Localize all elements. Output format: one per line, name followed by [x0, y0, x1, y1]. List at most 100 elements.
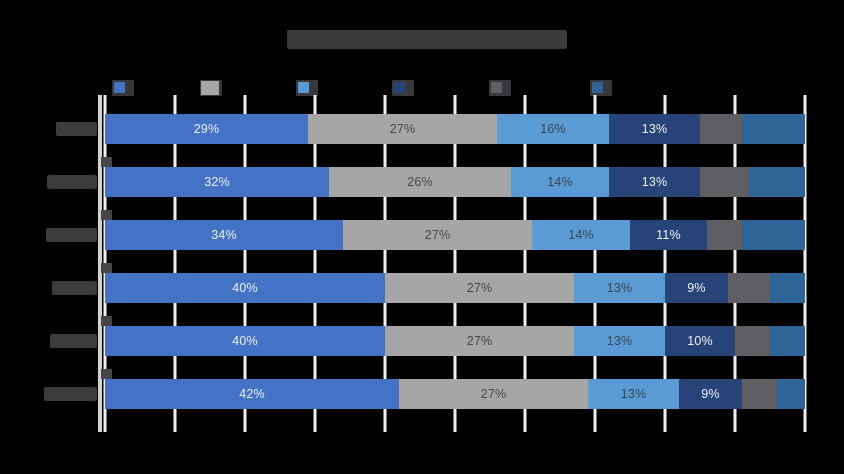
legend-item — [392, 80, 414, 96]
bar-segment-label: 13% — [641, 122, 668, 136]
stacked-bar: 29% 27% 16% 13% — [105, 114, 805, 144]
legend-marker-icon — [592, 82, 603, 93]
bar-segment: 13% — [609, 114, 700, 144]
bar-segment: 11% — [630, 220, 707, 250]
bar-segment-label: 14% — [568, 228, 594, 242]
y-axis-line — [98, 95, 102, 432]
bar-segment — [707, 220, 742, 250]
bar-segment: 42% — [105, 379, 399, 409]
bar-segment: 27% — [308, 114, 497, 144]
gridline — [383, 95, 387, 432]
bar-segment: 10% — [665, 326, 735, 356]
bar-segment — [700, 167, 749, 197]
bar-segment-label: 13% — [606, 334, 633, 348]
bar-segment-label: 27% — [466, 281, 493, 295]
category-label-redacted — [44, 387, 97, 401]
legend-marker-icon — [114, 82, 125, 93]
category-label-redacted — [52, 281, 97, 295]
bar-segment: 27% — [399, 379, 588, 409]
bar-segment: 13% — [588, 379, 679, 409]
bar-segment: 29% — [105, 114, 308, 144]
bar-segment — [728, 273, 770, 303]
legend-marker-icon — [491, 82, 502, 93]
bar-segment — [770, 326, 805, 356]
bar-segment — [742, 220, 805, 250]
bar-segment-label: 29% — [193, 122, 220, 136]
bar-segment-label: 27% — [424, 228, 451, 242]
bar-segment: 13% — [609, 167, 700, 197]
gridline — [663, 95, 667, 432]
plot-area: 29% 27% 16% 13% 32% 26% 14% 13% 34% 27% 14% 11% 40% 2… — [44, 95, 807, 432]
bar-segment-label: 27% — [480, 387, 507, 401]
category-label-redacted — [46, 228, 97, 242]
gridline — [453, 95, 457, 432]
stacked-bar: 32% 26% 14% 13% — [105, 167, 805, 197]
legend-item — [590, 80, 612, 96]
gridline — [593, 95, 597, 432]
axis-tick — [101, 210, 112, 220]
bar-segment-label: 26% — [407, 175, 433, 189]
gridline — [733, 95, 737, 432]
bar-segment-label: 13% — [620, 387, 647, 401]
bar-segment — [749, 167, 805, 197]
gridline — [313, 95, 317, 432]
axis-tick — [101, 263, 112, 273]
bar-segment: 16% — [497, 114, 609, 144]
bar-segment-label: 27% — [466, 334, 493, 348]
bar-segment: 14% — [532, 220, 630, 250]
bar-segment: 40% — [105, 326, 385, 356]
bar-segment — [777, 379, 805, 409]
legend-item — [489, 80, 511, 96]
legend-item — [200, 80, 222, 96]
bar-segment: 27% — [385, 326, 574, 356]
stacked-bar: 40% 27% 13% 10% — [105, 326, 805, 356]
bar-segment-label: 9% — [687, 281, 706, 295]
category-label-redacted — [56, 122, 97, 136]
bar-segment-label: 13% — [641, 175, 668, 189]
bar-segment: 14% — [511, 167, 609, 197]
axis-tick — [101, 157, 112, 167]
stacked-bar: 42% 27% 13% 9% — [105, 379, 805, 409]
category-label-redacted — [50, 334, 97, 348]
category-label-redacted — [47, 175, 97, 189]
legend — [0, 80, 844, 98]
stacked-bar: 40% 27% 13% 9% — [105, 273, 805, 303]
gridline — [173, 95, 177, 432]
axis-tick — [101, 369, 112, 379]
bar-segment — [700, 114, 742, 144]
legend-item — [112, 80, 134, 96]
bar-segment: 34% — [105, 220, 343, 250]
legend-marker-icon — [298, 82, 309, 93]
bar-segment — [742, 114, 805, 144]
bar-row: 42% 27% 13% 9% — [44, 367, 805, 420]
bar-segment-label: 34% — [211, 228, 237, 242]
bar-segment-label: 9% — [701, 387, 720, 401]
bar-row: 32% 26% 14% 13% — [47, 155, 805, 208]
bar-segment: 40% — [105, 273, 385, 303]
legend-marker-icon — [394, 82, 405, 93]
legend-marker-icon — [201, 81, 219, 95]
bar-segment: 27% — [343, 220, 532, 250]
bar-segment-label: 13% — [606, 281, 633, 295]
chart-title-redacted — [287, 30, 567, 49]
bar-segment: 9% — [665, 273, 728, 303]
bar-segment: 13% — [574, 273, 665, 303]
gridline — [523, 95, 527, 432]
bar-segment: 13% — [574, 326, 665, 356]
bar-rows-container: 29% 27% 16% 13% 32% 26% 14% 13% 34% 27% 14% 11% 40% 2… — [44, 102, 805, 420]
bar-segment-label: 40% — [232, 334, 258, 348]
bar-segment — [742, 379, 777, 409]
bar-segment-label: 42% — [239, 387, 265, 401]
bar-row: 29% 27% 16% 13% — [56, 102, 805, 155]
axis-tick — [101, 316, 112, 326]
bar-segment-label: 27% — [389, 122, 416, 136]
bar-segment-label: 16% — [540, 122, 566, 136]
gridline — [243, 95, 247, 432]
gridline — [803, 95, 807, 432]
bar-segment — [770, 273, 805, 303]
bar-segment: 27% — [385, 273, 574, 303]
bar-segment-label: 14% — [547, 175, 573, 189]
bar-segment-label: 32% — [204, 175, 230, 189]
bar-row: 40% 27% 13% 10% — [50, 314, 805, 367]
